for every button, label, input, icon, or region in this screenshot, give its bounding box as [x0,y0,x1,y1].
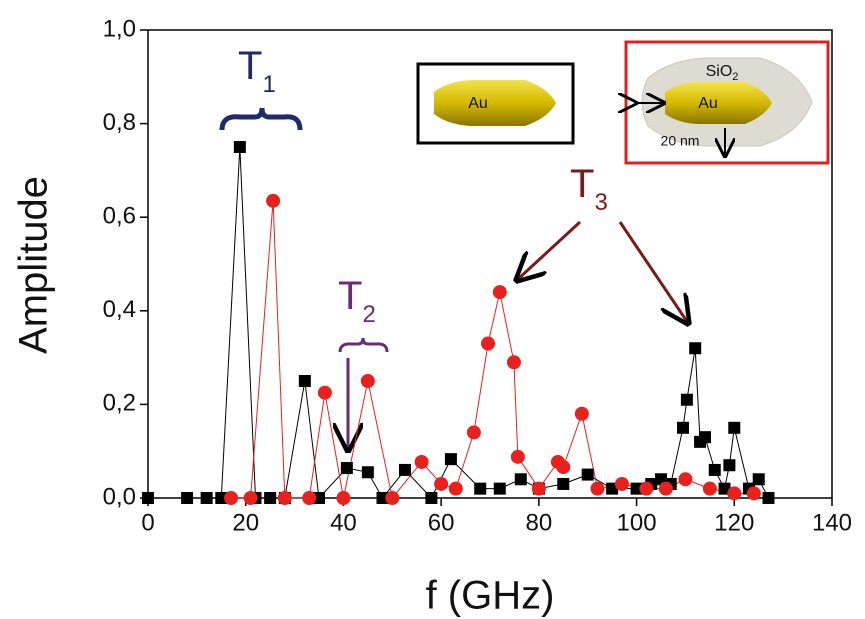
point [360,374,375,388]
point [398,463,411,476]
y-tick-label: 0,6 [103,203,136,230]
point [243,491,258,505]
x-tick-label: 20 [232,509,259,536]
point [444,453,457,466]
annotation-text: T [338,274,362,318]
point [181,492,194,504]
point [728,421,741,434]
point [336,491,351,505]
point [224,491,239,505]
annotation-t2: T2 [338,274,389,450]
y-tick-label: 0,8 [103,109,136,136]
annotation-t3: T3 [517,162,688,323]
x-tick-label: 0 [141,509,154,536]
point [727,486,742,501]
point [474,482,487,495]
point [581,468,594,481]
svg-text:T1: T1 [238,44,276,99]
point [762,492,775,504]
annotation-sub: 3 [594,189,607,216]
point [317,385,332,400]
y-tick-label: 1,0 [103,15,136,42]
x-tick-label: 60 [428,509,455,536]
point [414,454,429,469]
point [556,460,571,475]
point [506,355,521,370]
point [466,425,481,440]
point [302,491,317,505]
inset-label: Au [468,95,488,112]
point [630,482,643,495]
point [448,481,463,496]
annotation-sub: 2 [362,301,375,328]
point [676,421,689,434]
point [200,492,213,504]
point [531,481,546,496]
x-tick-label: 80 [526,509,553,536]
x-tick-label: 40 [330,509,357,536]
svg-text:T2: T2 [338,274,376,329]
point [493,482,506,495]
point [385,491,400,505]
annotation-sub: 1 [262,71,275,98]
point [510,449,525,464]
y-tick-label: 0,2 [103,390,136,417]
svg-text:T3: T3 [570,162,608,217]
inset-coated: SiO2 Au 20 nm [626,40,830,165]
annotation-t1: T1 [219,44,303,131]
plot-frame [147,29,833,499]
point [639,481,654,496]
point [614,476,629,491]
point [313,492,325,504]
point [340,462,353,475]
point [361,466,374,479]
point [376,492,389,504]
y-tick-label: 0,0 [103,483,136,510]
inset-bare: Au [416,62,575,145]
annotation-text: T [570,162,594,206]
annotation-text: T [238,44,262,88]
point [557,477,570,490]
inset-shell-sub: 2 [732,71,738,83]
point [752,473,765,486]
point [142,492,154,504]
x-tick-label: 120 [714,509,754,536]
point [658,481,673,496]
point [678,472,693,487]
x-axis-label: f (GHz) [426,574,555,618]
y-axis-label: Amplitude [12,176,56,354]
point [514,473,527,486]
point [723,459,736,472]
point [264,492,277,504]
point [590,481,605,496]
point [708,463,721,476]
point [574,406,589,421]
point [492,285,507,300]
series-line [231,200,754,500]
point [425,492,438,504]
point [298,375,311,387]
point [680,393,693,406]
inset-shell-label: SiO2 [706,63,739,83]
point [434,476,449,491]
point [698,431,711,444]
x-tick-label: 140 [812,509,852,536]
point [266,193,281,208]
point [746,486,761,501]
x-tick-label: 100 [617,509,657,536]
point [481,336,496,351]
inset-label: Au [698,95,718,112]
point [702,481,717,496]
point [277,491,292,505]
inset-thickness: 20 nm [661,133,700,149]
y-tick-label: 0,4 [103,296,136,323]
point [689,342,702,355]
point [215,492,228,504]
series-line [148,146,769,500]
inset-shell-text: SiO [706,63,733,80]
point [233,141,246,153]
